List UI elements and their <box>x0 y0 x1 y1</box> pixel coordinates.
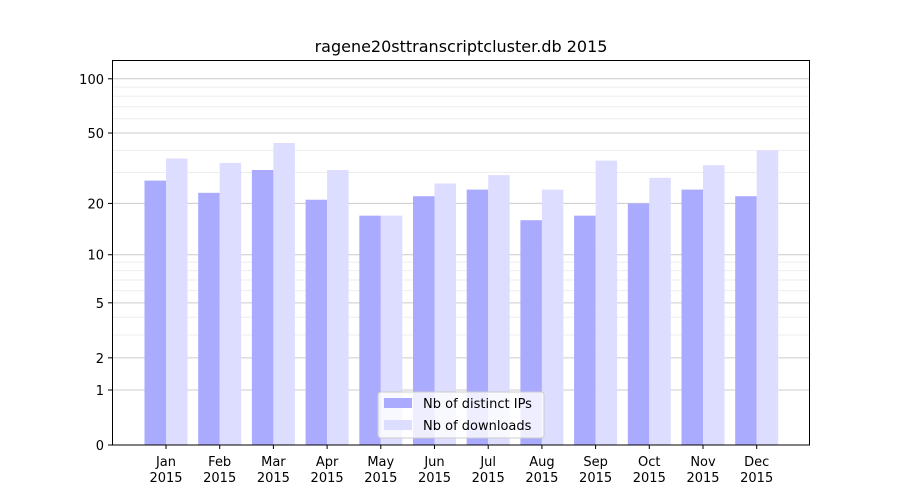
bar-distinct-ips <box>144 180 166 446</box>
bar-downloads <box>649 177 671 446</box>
y-tick-label: 1 <box>96 384 104 399</box>
plot-frame <box>112 60 810 446</box>
bar-downloads <box>756 150 779 445</box>
x-tick-label: Feb 2015 <box>203 455 236 486</box>
x-tick-label: May 2015 <box>364 455 397 486</box>
x-tick-label: Nov 2015 <box>686 455 719 486</box>
bar-downloads <box>541 189 564 445</box>
bar-distinct-ips <box>681 189 703 445</box>
legend-box <box>377 391 545 439</box>
x-tick-label: Mar 2015 <box>257 455 290 486</box>
bar-downloads <box>488 175 510 445</box>
x-tick-label: Jun 2015 <box>418 455 451 486</box>
y-tick-label: 0 <box>96 439 104 454</box>
bar-distinct-ips <box>251 170 274 445</box>
bar-downloads <box>273 142 295 446</box>
x-tick-label: Dec 2015 <box>740 455 773 486</box>
y-tick-label: 100 <box>79 73 104 88</box>
bar-distinct-ips <box>359 215 381 445</box>
bar-downloads <box>327 170 349 445</box>
bar-downloads <box>219 162 242 445</box>
y-tick-label: 20 <box>87 197 104 212</box>
bar-distinct-ips <box>627 203 650 445</box>
y-tick-label: 10 <box>87 249 104 264</box>
y-tick-label: 5 <box>96 297 104 312</box>
legend-swatch-ips <box>384 398 412 408</box>
y-tick-label: 2 <box>96 352 104 367</box>
bar-distinct-ips <box>466 189 489 445</box>
bar-downloads <box>434 183 456 445</box>
bar-downloads <box>595 160 618 446</box>
legend-label-downloads: Nb of downloads <box>423 419 532 434</box>
y-tick-label: 50 <box>87 127 104 142</box>
legend-swatch-downloads <box>384 420 412 430</box>
bar-distinct-ips <box>735 196 757 445</box>
x-tick-label: Sep 2015 <box>579 455 612 486</box>
bar-downloads <box>703 165 725 445</box>
y-axis: 0 1 2 5 10 20 50 100 <box>79 73 112 454</box>
x-axis: Jan 2015 Feb 2015 Mar 2015 Apr 2015 May 2015 Jun 20… <box>149 445 773 486</box>
bar-distinct-ips <box>413 196 435 445</box>
x-tick-label: Jul 2015 <box>472 455 505 486</box>
x-tick-label: Apr 2015 <box>311 455 344 486</box>
x-tick-label: Aug 2015 <box>525 455 558 486</box>
bar-downloads <box>380 215 403 445</box>
bar-distinct-ips <box>574 215 596 445</box>
legend-label-ips: Nb of distinct IPs <box>423 397 532 412</box>
bars <box>144 142 779 446</box>
bar-downloads <box>166 158 188 445</box>
bar-distinct-ips <box>305 199 328 445</box>
bar-distinct-ips <box>520 220 542 445</box>
chart-title: ragene20sttranscriptcluster.db 2015 <box>315 37 608 56</box>
x-tick-label: Jan 2015 <box>149 455 182 486</box>
bar-distinct-ips <box>198 192 220 445</box>
x-tick-label: Oct 2015 <box>633 455 666 486</box>
legend: Nb of distinct IPs Nb of downloads <box>377 391 545 439</box>
